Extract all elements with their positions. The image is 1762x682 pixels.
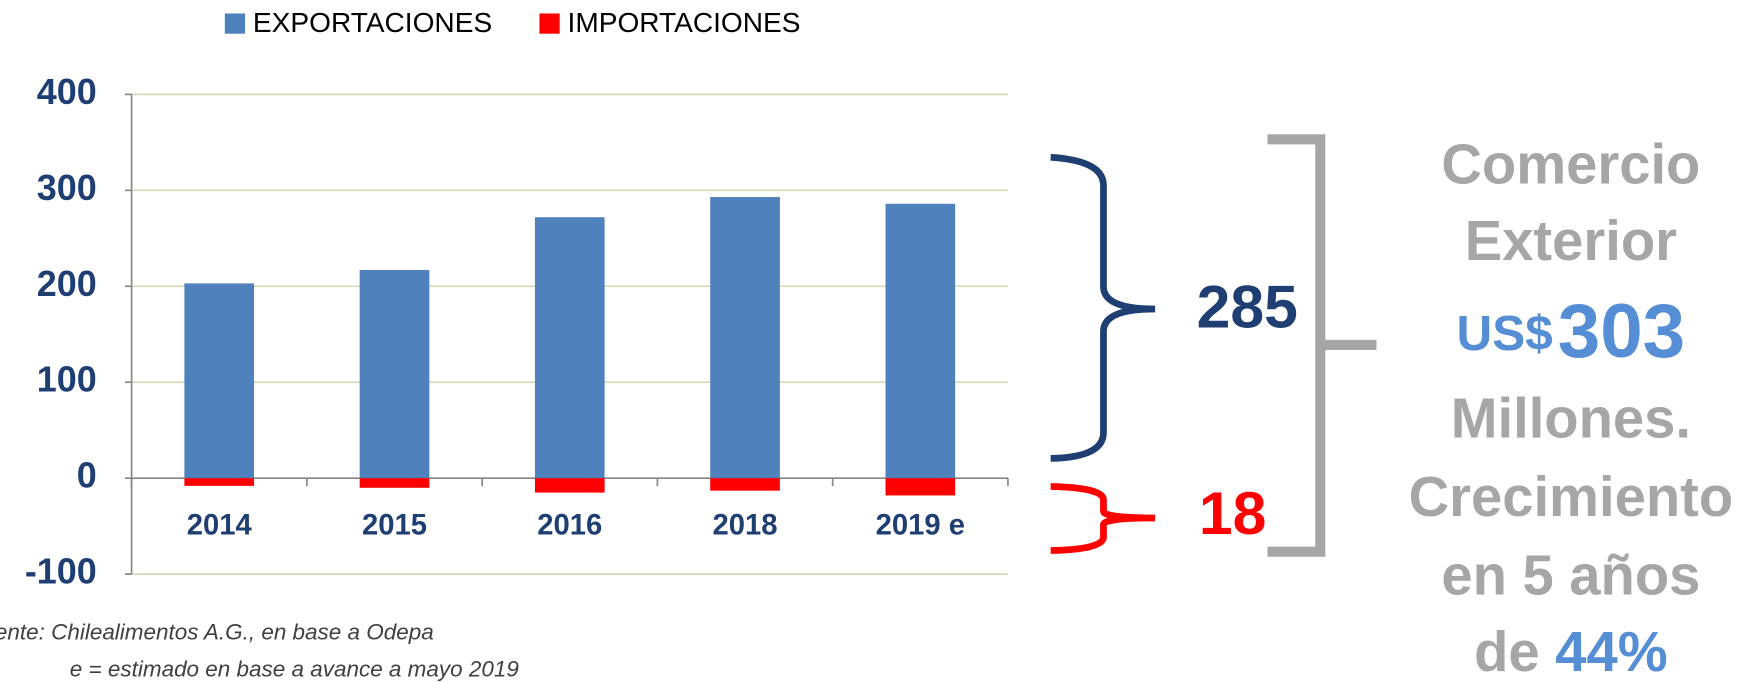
total: 303	[1558, 289, 1685, 374]
bar	[359, 269, 430, 479]
note: e = estimado en base a avance a mayo 201…	[70, 657, 520, 682]
summary-line: Comercio	[1441, 132, 1700, 195]
legend-swatch	[224, 13, 246, 34]
summary-growth: de 44%	[1474, 620, 1668, 682]
bar	[885, 203, 956, 479]
bar	[184, 478, 255, 486]
summary-line: Millones.	[1451, 386, 1691, 449]
x-tick-label: 2018	[713, 510, 778, 542]
x-tick-label: 2015	[362, 510, 427, 542]
legend-swatch	[539, 13, 560, 34]
x-tick-label: 2016	[537, 510, 602, 542]
y-tick-label: 0	[77, 455, 97, 496]
x-tick-label: 2019 e	[876, 510, 965, 542]
y-tick-label: 300	[37, 167, 97, 208]
x-tick-label: 2014	[187, 510, 253, 542]
bar	[710, 478, 780, 491]
bar	[885, 478, 956, 496]
summary-line: Exterior	[1465, 209, 1677, 272]
source: Fuente: Chilealimentos A.G., en base a O…	[0, 620, 434, 645]
y-tick-label: 200	[37, 263, 97, 304]
bar	[184, 283, 255, 479]
braces	[1050, 134, 1377, 557]
bar	[534, 217, 605, 479]
currency: US$	[1457, 306, 1553, 361]
growth: 44%	[1555, 620, 1667, 682]
summary-total: US$ 303	[1457, 289, 1686, 374]
legend-label: EXPORTACIONES	[253, 7, 492, 38]
bar	[534, 478, 605, 493]
summary-line: Crecimiento	[1409, 465, 1734, 528]
y-tick-label: -100	[25, 551, 97, 592]
growth-prefix: de	[1474, 620, 1540, 682]
summary-line: en 5 años	[1441, 544, 1700, 607]
total-bracket	[1267, 134, 1377, 557]
y-tick-label: 400	[37, 71, 97, 112]
exports-total: 285	[1197, 272, 1298, 340]
y-tick-label: 100	[37, 359, 97, 400]
legend-label: IMPORTACIONES	[568, 7, 801, 38]
imports-total: 18	[1199, 479, 1266, 547]
export-brace	[1050, 153, 1156, 462]
bar	[710, 197, 780, 479]
import-brace	[1050, 483, 1156, 554]
bar	[359, 478, 430, 488]
